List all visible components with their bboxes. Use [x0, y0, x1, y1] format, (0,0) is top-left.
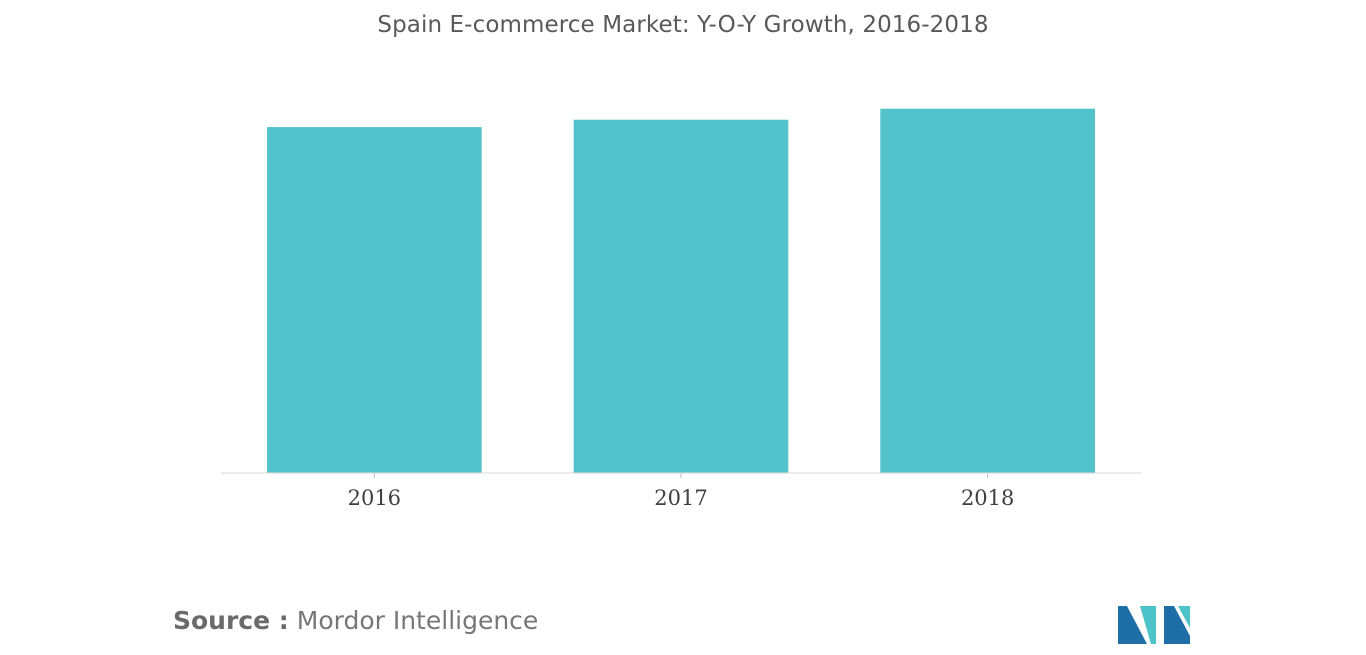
- bar-2018: [880, 108, 1095, 474]
- chart-title: Spain E-commerce Market: Y-O-Y Growth, 2…: [377, 12, 989, 38]
- bar-chart: 2016 2017 2018: [221, 108, 1141, 510]
- source-text: Mordor Intelligence: [296, 606, 539, 635]
- bars-group: [267, 108, 1095, 474]
- source-label: Source :: [173, 606, 289, 635]
- mordor-intelligence-logo-icon: [1118, 606, 1190, 644]
- x-tick-label-2016: 2016: [348, 486, 401, 510]
- x-axis-tick-labels: 2016 2017 2018: [348, 486, 1015, 510]
- source-note: Source : Mordor Intelligence: [173, 606, 538, 635]
- logo-middle-stroke: [1140, 606, 1156, 644]
- bar-2017: [573, 119, 789, 473]
- x-tick-label-2018: 2018: [961, 486, 1014, 510]
- x-tick-label-2017: 2017: [654, 486, 707, 510]
- bar-2016: [267, 127, 482, 473]
- logo-left-stroke: [1118, 606, 1147, 644]
- logo-right-accent: [1178, 606, 1190, 628]
- logo-right-stroke: [1164, 606, 1190, 644]
- x-axis-ticks: [373, 473, 989, 478]
